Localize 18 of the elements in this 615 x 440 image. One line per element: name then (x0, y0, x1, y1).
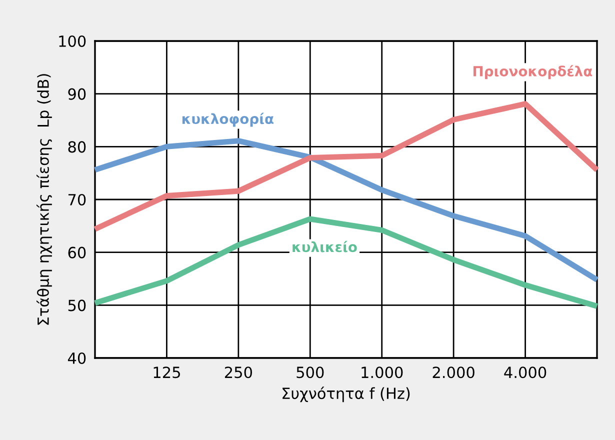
y-tick-label: 80 (68, 141, 86, 153)
text: Πριονοκορδέλα (473, 65, 592, 80)
x-tick-label: 125 (154, 366, 180, 378)
y-tick-label: 100 (59, 35, 86, 48)
x-tick-label: 500 (296, 366, 324, 378)
x-axis-title: Συχνότητα f (Hz) (282, 386, 410, 402)
y-tick-label: 70 (68, 194, 86, 206)
series-label: κυκλοφορία (182, 112, 274, 127)
y-tick-label: 50 (68, 300, 86, 312)
y-tick-label: 60 (68, 246, 86, 258)
y-tick-label: 40 (68, 352, 86, 364)
x-tick-label: 250 (224, 366, 252, 378)
series-label: κυλικείο (292, 240, 357, 252)
x-tick-label: 1.000 (362, 366, 403, 378)
y-axis-title: Στάθμη ηχητικής πίεσης Lp (dB) (36, 74, 52, 325)
y-tick-label: 90 (68, 88, 86, 100)
x-tick-label: 2.000 (432, 366, 474, 378)
x-tick-label: 4.000 (504, 366, 546, 378)
